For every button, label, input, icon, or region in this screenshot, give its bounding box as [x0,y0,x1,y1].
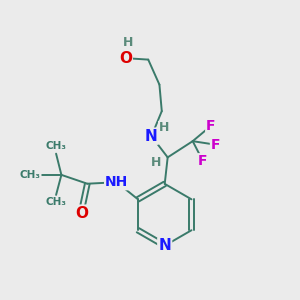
Text: N: N [145,129,158,144]
Text: O: O [119,51,132,66]
Text: F: F [211,138,220,152]
Text: N: N [158,238,171,253]
Text: O: O [76,206,88,221]
Text: H: H [151,156,162,169]
Text: H: H [159,122,169,134]
Text: F: F [198,154,208,168]
Text: CH₃: CH₃ [46,197,67,207]
Text: F: F [206,119,216,133]
Text: H: H [122,36,133,49]
Text: CH₃: CH₃ [46,141,67,151]
Text: NH: NH [105,175,128,189]
Text: CH₃: CH₃ [20,170,41,180]
